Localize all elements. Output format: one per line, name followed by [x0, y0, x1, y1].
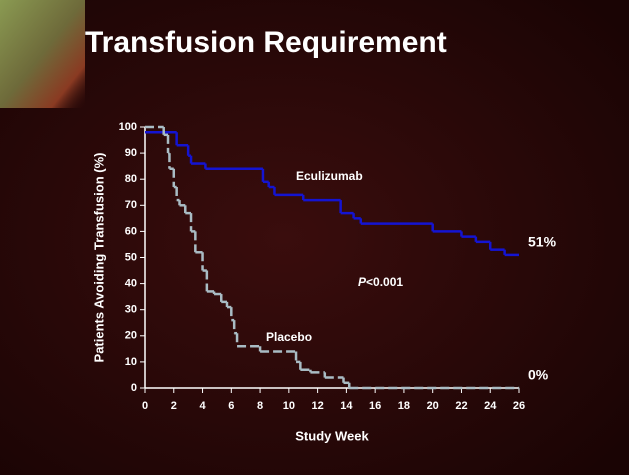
p-value: P<0.001: [358, 275, 403, 289]
y-tick-label: 80: [125, 173, 137, 185]
photo: [0, 0, 85, 108]
y-axis-label: Patients Avoiding Transfusion (%): [91, 153, 106, 363]
y-tick-label: 20: [125, 330, 137, 342]
x-axis-label: Study Week: [295, 428, 369, 443]
x-tick-label: 22: [455, 400, 467, 412]
y-tick-label: 0: [131, 382, 137, 394]
y-tick-label: 70: [125, 199, 137, 211]
x-tick-label: 8: [257, 400, 263, 412]
x-tick-label: 24: [484, 400, 497, 412]
series-label: Placebo: [266, 330, 312, 344]
y-tick-label: 100: [119, 121, 137, 133]
x-tick-label: 18: [398, 400, 410, 412]
p-value-text: <0.001: [366, 275, 403, 289]
y-tick-label: 60: [125, 225, 137, 237]
end-label: 51%: [528, 234, 557, 250]
x-tick-label: 26: [513, 400, 525, 412]
x-tick-label: 6: [228, 400, 234, 412]
x-tick-label: 20: [427, 400, 439, 412]
series-label: Eculizumab: [296, 169, 363, 183]
x-tick-label: 2: [171, 400, 177, 412]
p-value-italic: P: [358, 275, 367, 289]
chart-title: Transfusion Requirement: [85, 26, 447, 59]
x-tick-label: 14: [340, 400, 353, 412]
end-label: 0%: [528, 367, 549, 383]
y-tick-label: 90: [125, 147, 137, 159]
x-tick-label: 12: [311, 400, 323, 412]
y-tick-label: 50: [125, 251, 137, 263]
x-tick-label: 10: [283, 400, 295, 412]
y-tick-label: 40: [125, 278, 137, 290]
x-tick-label: 16: [369, 400, 381, 412]
y-tick-label: 10: [125, 356, 137, 368]
x-tick-label: 0: [142, 400, 148, 412]
x-tick-label: 4: [199, 400, 206, 412]
y-tick-label: 30: [125, 304, 137, 316]
